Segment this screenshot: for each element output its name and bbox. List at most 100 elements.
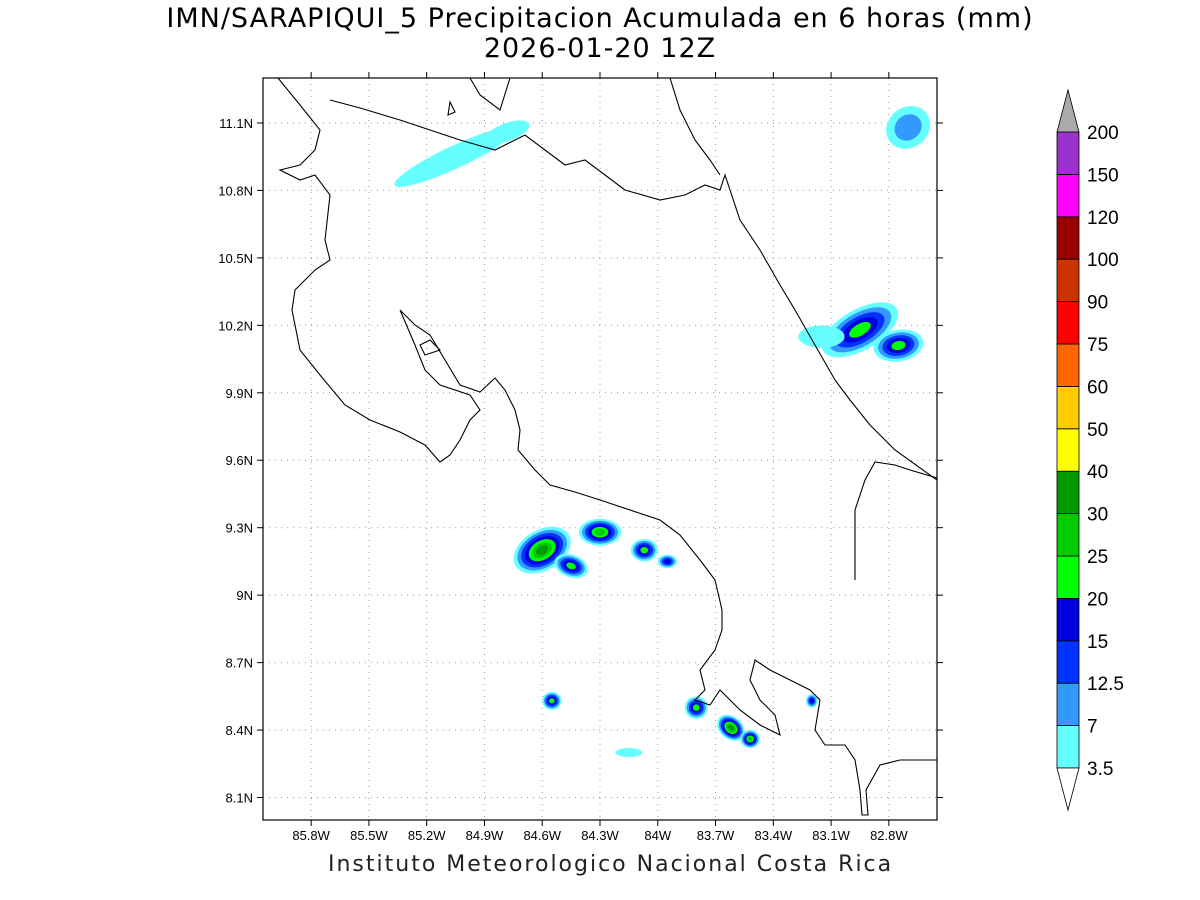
lon-tick-label: 83.1W <box>812 828 850 843</box>
precip-band <box>728 725 734 731</box>
lat-tick-label: 9.3N <box>226 521 253 536</box>
precip-band <box>891 340 906 351</box>
lat-tick-label: 9.6N <box>226 453 253 468</box>
precip-band <box>394 126 517 187</box>
cell-sur-small <box>615 748 643 758</box>
colorbar-label: 50 <box>1087 420 1108 441</box>
colorbar-label: 120 <box>1087 208 1119 229</box>
cell-limon-1 <box>821 302 899 358</box>
coastline-caribe-north <box>669 78 721 176</box>
longitude-axis: 85.8W 85.5W 85.2W 84.9W 84.6W 84.3W 84W 83.7W 83… <box>292 72 908 843</box>
map-title: IMN/SARAPIQUI_5 Precipitacion Acumulada … <box>166 3 1034 34</box>
colorbar-label: 12.5 <box>1087 674 1124 695</box>
coastline-panama-bocas <box>854 461 937 580</box>
lon-tick-label: 85.8W <box>292 828 330 843</box>
colorbar-under-triangle <box>1056 767 1080 812</box>
colorbar-label: 30 <box>1087 505 1108 526</box>
colorbar-band <box>1056 173 1080 218</box>
cell-limon-east <box>798 325 845 348</box>
cell-central-east <box>630 538 658 562</box>
cell-sur-3 <box>740 730 760 749</box>
colorbar-label: 100 <box>1087 250 1119 271</box>
cell-central-far-east <box>657 554 678 569</box>
precip-band <box>747 736 753 742</box>
colorbar-label: 15 <box>1087 632 1108 653</box>
colorbar-band <box>1056 301 1080 345</box>
colorbar-label: 60 <box>1087 377 1108 398</box>
lat-tick-label: 11.1N <box>219 116 253 131</box>
precip-band <box>692 704 700 711</box>
cell-north-gulf <box>485 120 530 144</box>
lat-tick-label: 8.4N <box>226 723 253 738</box>
cell-central-mid <box>578 518 622 546</box>
lon-tick-label: 85.2W <box>408 828 446 843</box>
colorbar-band <box>1056 598 1080 642</box>
colorbar-band <box>1056 513 1080 557</box>
cell-sur-east <box>806 694 818 708</box>
precip-band <box>664 559 671 564</box>
colorbar-label: 150 <box>1087 165 1119 186</box>
map-subtitle-date: 2026-01-20 12Z <box>483 33 717 64</box>
coastline-caribbean <box>329 99 937 481</box>
colorbar-band <box>1056 470 1080 515</box>
colorbar-band <box>1056 682 1080 727</box>
precip-band <box>485 120 530 144</box>
colorbar-band <box>1056 216 1080 260</box>
precip-band <box>566 562 576 570</box>
colorbar-label: 20 <box>1087 589 1108 610</box>
cell-sur-2 <box>717 714 745 741</box>
precip-band <box>549 698 555 704</box>
lon-tick-label: 85.5W <box>350 828 388 843</box>
lake-small-island <box>447 100 456 116</box>
precip-band <box>615 748 643 758</box>
precipitation-shading <box>394 105 931 758</box>
lon-tick-label: 83.4W <box>755 828 793 843</box>
colorbar-label: 7 <box>1087 717 1098 738</box>
colorbar-band <box>1056 385 1080 430</box>
lat-tick-label: 9.9N <box>226 386 253 401</box>
colorbar-label: 90 <box>1087 293 1108 314</box>
grid-lines <box>263 78 937 820</box>
colorbar-band <box>1056 640 1080 684</box>
coastline-pacific <box>277 78 937 816</box>
cell-central-west <box>513 526 571 574</box>
cell-central-south <box>554 553 588 579</box>
colorbar-band <box>1056 725 1080 769</box>
colorbar-band <box>1056 343 1080 387</box>
colorbar-over-triangle <box>1056 88 1080 133</box>
colorbar-label: 3.5 <box>1087 759 1113 780</box>
lon-tick-label: 84.9W <box>466 828 504 843</box>
coastline-nicaragua <box>469 78 511 111</box>
colorbar-label: 25 <box>1087 547 1108 568</box>
footer-credit: Instituto Meteorologico Nacional Costa R… <box>328 852 894 877</box>
cell-caribe-ne <box>886 105 931 149</box>
precip-band <box>640 546 649 554</box>
precip-band <box>849 321 871 338</box>
cell-sur-1 <box>684 696 708 719</box>
colorbar-band <box>1056 258 1080 303</box>
colorbar-band <box>1056 131 1080 175</box>
lat-tick-label: 10.5N <box>218 251 253 266</box>
cell-limon-2 <box>873 329 924 362</box>
colorbar-band <box>1056 555 1080 599</box>
colorbar-legend: 3.5 7 12.5 15 20 25 30 40 50 60 75 90 100 120 150 200 <box>1056 88 1124 812</box>
lat-tick-label: 10.8N <box>218 183 253 198</box>
colorbar-band <box>1056 428 1080 472</box>
lon-tick-label: 84W <box>644 828 671 843</box>
lon-tick-label: 82.8W <box>870 828 908 843</box>
precip-band <box>594 528 606 536</box>
lat-tick-label: 8.7N <box>226 656 253 671</box>
cell-osa-west <box>542 691 562 710</box>
colorbar-label: 200 <box>1087 123 1119 144</box>
lat-tick-label: 8.1N <box>226 791 253 806</box>
cell-north-pacific <box>394 126 517 187</box>
lat-tick-label: 9N <box>236 588 253 603</box>
precip-band <box>809 698 814 704</box>
lake-nicoya-island <box>419 339 442 356</box>
latitude-axis: 11.1N 10.8N 10.5N 10.2N 9.9N 9.6N 9.3N 9N 8.7N 8.… <box>218 116 943 806</box>
lon-tick-label: 83.7W <box>697 828 735 843</box>
colorbar-label: 40 <box>1087 462 1108 483</box>
precip-band <box>894 114 922 141</box>
coastline <box>277 78 937 816</box>
